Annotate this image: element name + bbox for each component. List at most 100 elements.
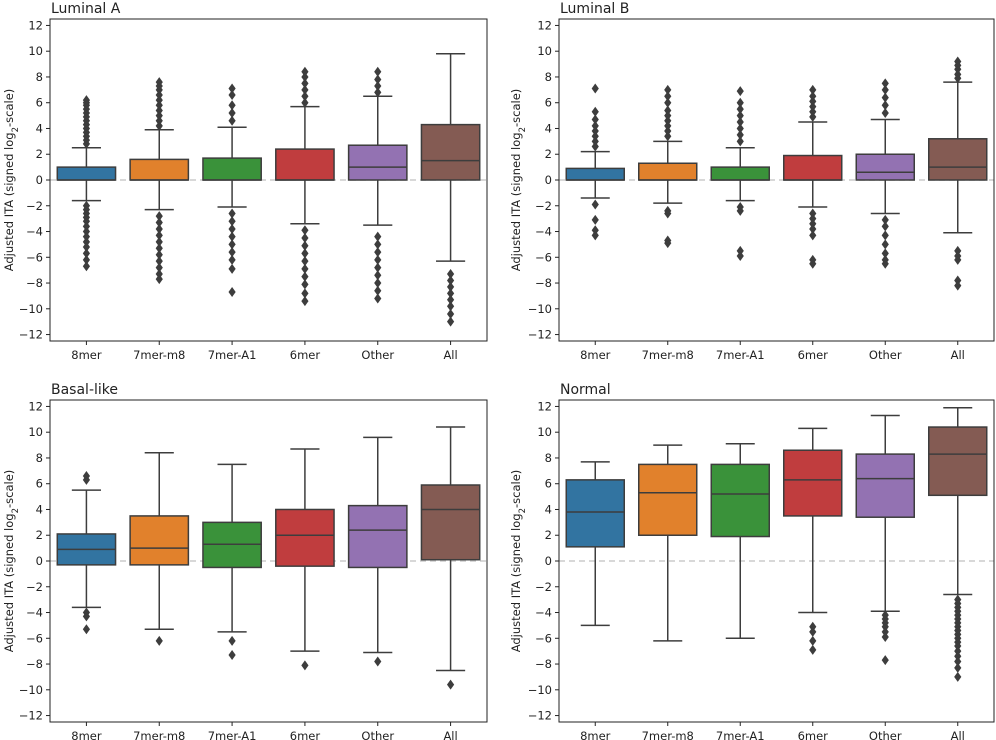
- y-tick-label: −2: [535, 199, 552, 213]
- outlier-point: [954, 671, 962, 682]
- y-axis-label-suffix: -scale): [2, 89, 16, 127]
- outlier-point: [881, 621, 889, 632]
- outlier-point: [809, 621, 817, 632]
- x-tick-label: 8mer: [71, 348, 102, 362]
- y-tick-label: −8: [26, 657, 43, 671]
- outlier-point: [301, 66, 309, 77]
- outlier-point: [155, 249, 163, 260]
- y-tick-label: −2: [535, 580, 552, 594]
- box-7mer-m8: [129, 452, 190, 646]
- x-tick-label: 6mer: [290, 729, 321, 740]
- x-tick-label: 8mer: [580, 348, 611, 362]
- outlier-point: [301, 232, 309, 243]
- y-axis-label-subscript: 2: [518, 127, 528, 132]
- y-tick-label: −10: [528, 302, 552, 316]
- y-tick-label: 0: [545, 554, 552, 568]
- outlier-point: [374, 239, 382, 250]
- outlier-point: [664, 105, 672, 116]
- outlier-point: [301, 240, 309, 251]
- y-tick-label: −8: [26, 276, 43, 290]
- x-tick-label: 7mer-m8: [642, 729, 694, 740]
- x-tick-label: 8mer: [580, 729, 611, 740]
- outlier-point: [228, 287, 236, 298]
- outlier-point: [809, 626, 817, 637]
- outlier-point: [155, 105, 163, 116]
- box-body: [202, 157, 262, 181]
- outlier-point: [446, 288, 455, 299]
- x-tick-label: 7mer-A1: [208, 729, 257, 740]
- outlier-point: [301, 97, 309, 108]
- outlier-point: [301, 279, 309, 290]
- outlier-point: [446, 275, 455, 286]
- outlier-point: [82, 254, 91, 265]
- y-tick-label: 12: [28, 18, 43, 32]
- outlier-point: [301, 288, 309, 299]
- outlier-point: [591, 214, 599, 225]
- outlier-point: [374, 231, 382, 242]
- box-body: [638, 162, 698, 181]
- outlier-point: [374, 270, 382, 281]
- box-body: [710, 166, 770, 181]
- x-tick-label: All: [951, 729, 965, 740]
- outlier-point: [664, 238, 672, 249]
- outlier-point: [82, 216, 91, 227]
- outlier-point: [954, 646, 962, 657]
- x-tick-label: 6mer: [798, 729, 829, 740]
- outlier-point: [228, 108, 236, 119]
- outlier-point: [954, 280, 962, 291]
- outlier-point: [155, 230, 163, 241]
- outlier-point: [374, 74, 382, 85]
- outlier-point: [155, 100, 163, 111]
- outlier-point: [155, 120, 163, 131]
- x-tick-label: 6mer: [798, 348, 829, 362]
- y-tick-label: −6: [535, 631, 552, 645]
- outlier-point: [228, 239, 236, 250]
- y-tick-label: 10: [537, 44, 552, 58]
- outlier-point: [809, 635, 817, 646]
- panel-normal: Normal 12 10 8 6 4 2 0 −2 −4 −6 −8 −10 −12 Adjusted IT…: [509, 382, 995, 740]
- y-tick-label: −12: [19, 709, 43, 723]
- outlier-point: [446, 679, 455, 690]
- outlier-point: [954, 69, 962, 80]
- outlier-point: [809, 223, 817, 234]
- outlier-point: [809, 101, 817, 112]
- outlier-point: [664, 91, 672, 102]
- y-axis-label: Adjusted ITA (signed log2-scale): [2, 470, 21, 653]
- y-axis-label-suffix: -scale): [2, 470, 16, 508]
- y-tick-label: 12: [537, 18, 552, 32]
- y-tick-label: 0: [36, 554, 43, 568]
- x-tick-label: 8mer: [71, 729, 102, 740]
- box-body: [56, 166, 117, 181]
- y-tick-label: 10: [537, 425, 552, 439]
- y-tick-label: −10: [528, 683, 552, 697]
- outlier-point: [591, 131, 599, 142]
- outlier-point: [446, 301, 455, 312]
- outlier-point: [881, 631, 889, 642]
- outlier-point: [954, 651, 962, 662]
- outlier-point: [446, 269, 455, 280]
- box-body: [855, 153, 915, 181]
- y-tick-label: 2: [545, 528, 552, 542]
- outlier-point: [301, 71, 309, 82]
- y-tick-label: −12: [528, 709, 552, 723]
- outlier-point: [155, 115, 163, 126]
- outlier-point: [736, 104, 744, 115]
- box-body: [783, 154, 843, 181]
- outlier-point: [301, 84, 309, 95]
- y-tick-label: −12: [528, 328, 552, 342]
- outlier-point: [881, 214, 889, 225]
- panel-basal-like: Basal-like 12 10 8 6 4 2 0 −2 −4 −6 −8 −10 −12 Adjuste…: [2, 382, 488, 740]
- outlier-point: [736, 250, 744, 261]
- box-all: [420, 426, 481, 690]
- box-body: [129, 515, 190, 566]
- box-body: [783, 449, 843, 517]
- y-tick-label: 2: [36, 528, 43, 542]
- outlier-point: [591, 199, 599, 210]
- x-tick-label: Other: [869, 729, 902, 740]
- x-tick-label: 6mer: [290, 348, 321, 362]
- x-tick-label: 7mer-A1: [716, 348, 765, 362]
- outlier-point: [301, 660, 309, 671]
- outlier-point: [446, 316, 455, 327]
- box-other: [347, 436, 408, 667]
- outlier-point: [664, 97, 672, 108]
